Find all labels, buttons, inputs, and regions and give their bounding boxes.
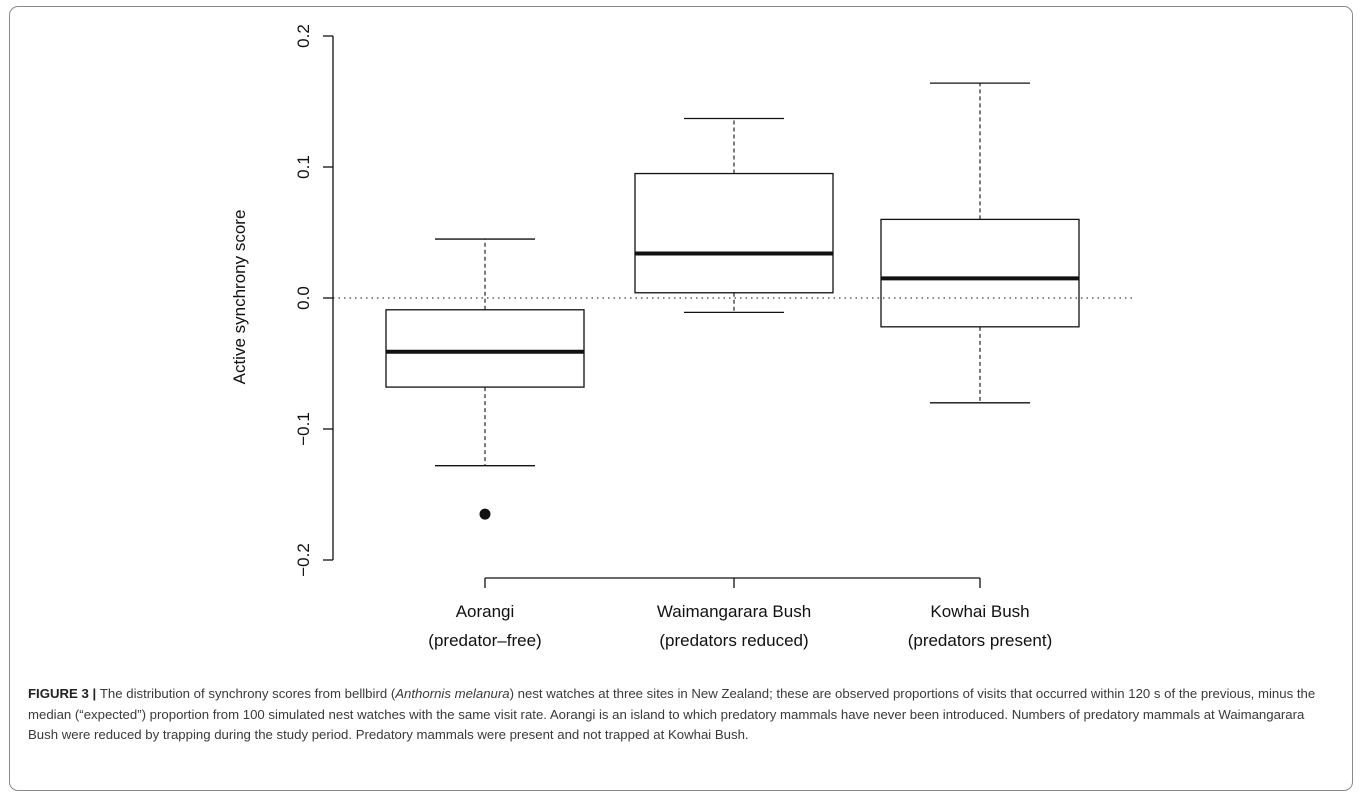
x-tick-label-sub: (predator–free) [428,631,541,650]
caption-text-2: ) nest watches at three sites in New Zea… [28,686,1316,742]
x-tick-label: Waimangarara Bush [657,602,811,621]
outlier-point [479,508,491,520]
x-tick-label: Aorangi [456,602,515,621]
y-tick-label: 0.2 [294,24,313,48]
caption-label: FIGURE 3 [28,686,89,701]
y-axis-label: Active synchrony score [230,210,249,385]
figure-caption: FIGURE 3 | The distribution of synchrony… [28,684,1338,746]
y-tick-label: −0.2 [294,543,313,577]
box-iqr [634,172,834,294]
caption-separator: | [88,686,100,701]
x-tick-label-sub: (predators present) [908,631,1053,650]
boxplot-chart: Active synchrony score −0.2 −0.1 0.0 0.1 0.2… [230,24,1135,650]
box-iqr [880,218,1080,328]
box-iqr [385,309,585,388]
caption-species: Anthornis melanura [395,686,510,701]
figure-frame [9,6,1353,791]
caption-text-1: The distribution of synchrony scores fro… [99,686,396,701]
x-tick-label: Kowhai Bush [930,602,1029,621]
y-tick-label: 0.1 [294,155,313,179]
y-tick-label: −0.1 [294,412,313,446]
x-tick-label-sub: (predators reduced) [659,631,808,650]
y-tick-label: 0.0 [294,286,313,310]
